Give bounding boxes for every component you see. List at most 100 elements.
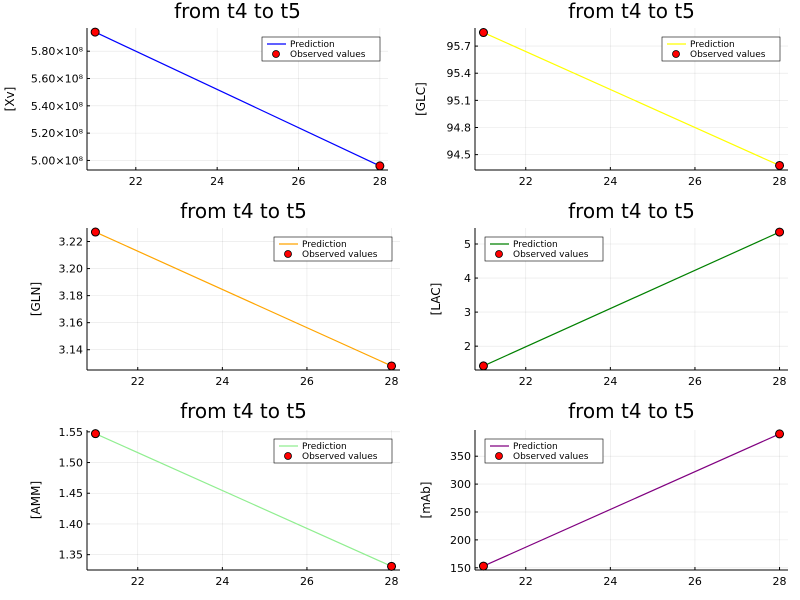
x-tick-label: 22: [519, 175, 533, 188]
y-tick-label: 4: [464, 272, 471, 285]
subplot-5: 22 24 26 28 1.35 1.40 1.45 1.50 1.55 from t4 to t…: [29, 399, 400, 588]
y-tick-label: 350: [450, 450, 471, 463]
subplot-4: 22 24 26 28 2 3 4 5 from t4 to t5 [LAC] Prediction…: [429, 199, 788, 388]
observed-point: [90, 27, 100, 37]
x-tick-label: 26: [688, 575, 702, 588]
x-tick-label: 26: [688, 375, 702, 388]
y-tick-label: 5.80×10⁸: [31, 45, 84, 58]
legend-label-observed: Observed values: [513, 250, 589, 260]
legend-point-swatch: [284, 452, 292, 460]
legend-box: [484, 438, 604, 464]
legend-box: [484, 236, 604, 262]
y-tick-label: 5.00×10⁸: [31, 154, 84, 167]
x-tick-label: 24: [215, 375, 229, 388]
y-tick-label: 3.20: [59, 263, 84, 276]
subplot-2: 22 24 26 28 94.5 94.8 95.1 95.4 95.7 from t4 to t…: [414, 0, 788, 188]
observed-point: [478, 361, 488, 371]
y-tick-label: 94.8: [447, 121, 472, 134]
x-tick-label: 24: [215, 575, 229, 588]
x-tick-label: 28: [373, 175, 387, 188]
legend-label-prediction: Prediction: [513, 240, 558, 250]
y-tick-label: 95.7: [447, 40, 472, 53]
x-tick-label: 24: [603, 575, 617, 588]
y-axis-label: [mAb]: [419, 482, 433, 519]
observed-point: [90, 227, 100, 237]
x-tick-label: 28: [385, 575, 399, 588]
y-tick-label: 94.5: [447, 149, 472, 162]
y-axis-label: [LAC]: [429, 283, 443, 316]
y-tick-label: 1.50: [59, 457, 84, 470]
y-axis-label: [Xv]: [3, 87, 17, 112]
y-tick-label: 1.35: [59, 549, 84, 562]
prediction-line: [94, 31, 381, 167]
legend-label-prediction: Prediction: [290, 40, 335, 50]
legend-label-prediction: Prediction: [302, 240, 347, 250]
prediction-line: [483, 231, 780, 367]
observed-point: [775, 429, 785, 439]
observed-point: [775, 227, 785, 237]
prediction-line: [95, 231, 392, 367]
y-axis-label: [GLC]: [414, 82, 428, 116]
subplot-title: from t4 to t5: [568, 0, 695, 23]
y-tick-label: 5.40×10⁸: [31, 100, 84, 113]
x-tick-label: 28: [773, 375, 787, 388]
x-tick-label: 26: [292, 175, 306, 188]
legend-point-swatch: [495, 452, 503, 460]
legend-label-observed: Observed values: [302, 250, 378, 260]
subplot-3: 22 24 26 28 3.14 3.16 3.18 3.20 3.22 from t4 to t…: [29, 199, 400, 388]
prediction-line: [95, 433, 392, 567]
y-tick-label: 300: [450, 478, 471, 491]
subplot-title: from t4 to t5: [180, 199, 307, 223]
subplot-1: 22 24 26 28 5.00×10⁸ 5.20×10⁸ 5.40×10⁸ 5.60×10⁸…: [3, 0, 388, 188]
observed-point: [478, 561, 488, 571]
x-tick-label: 24: [603, 375, 617, 388]
x-tick-label: 28: [773, 175, 787, 188]
y-tick-label: 150: [450, 562, 471, 575]
x-tick-label: 26: [688, 175, 702, 188]
x-tick-label: 28: [773, 575, 787, 588]
y-tick-label: 200: [450, 534, 471, 547]
legend-box: [261, 36, 381, 62]
x-tick-label: 22: [131, 575, 145, 588]
y-axis-label: [AMM]: [29, 481, 43, 519]
x-tick-label: 26: [300, 375, 314, 388]
x-tick-label: 24: [210, 175, 224, 188]
observed-point: [375, 161, 385, 171]
legend-label-observed: Observed values: [690, 50, 766, 60]
legend-box: [273, 236, 393, 262]
subplot-title: from t4 to t5: [568, 399, 695, 423]
legend-label-observed: Observed values: [302, 452, 378, 462]
y-tick-label: 5.20×10⁸: [31, 127, 84, 140]
observed-point: [90, 429, 100, 439]
legend-point-swatch: [284, 250, 292, 258]
subplot-title: from t4 to t5: [174, 0, 301, 23]
subplot-6: 22 24 26 28 150 200 250 300 350 from t4 to t5 [mAb…: [419, 399, 788, 588]
legend-point-swatch: [495, 250, 503, 258]
legend-box: [661, 36, 781, 62]
y-tick-label: 3: [464, 306, 471, 319]
y-tick-label: 3.14: [59, 344, 84, 357]
x-tick-label: 22: [131, 375, 145, 388]
y-tick-label: 95.4: [447, 67, 472, 80]
legend-point-swatch: [272, 50, 280, 58]
y-tick-label: 3.22: [59, 236, 84, 249]
y-tick-label: 2: [464, 340, 471, 353]
subplot-title: from t4 to t5: [180, 399, 307, 423]
y-tick-label: 5.60×10⁸: [31, 73, 84, 86]
x-tick-label: 28: [385, 375, 399, 388]
y-axis-label: [GLN]: [29, 282, 43, 316]
x-tick-label: 26: [300, 575, 314, 588]
observed-point: [775, 160, 785, 170]
subplot-title: from t4 to t5: [568, 199, 695, 223]
legend-point-swatch: [672, 50, 680, 58]
legend-label-observed: Observed values: [290, 50, 366, 60]
y-tick-label: 250: [450, 506, 471, 519]
y-tick-label: 1.55: [59, 426, 84, 439]
legend-label-prediction: Prediction: [513, 442, 558, 452]
